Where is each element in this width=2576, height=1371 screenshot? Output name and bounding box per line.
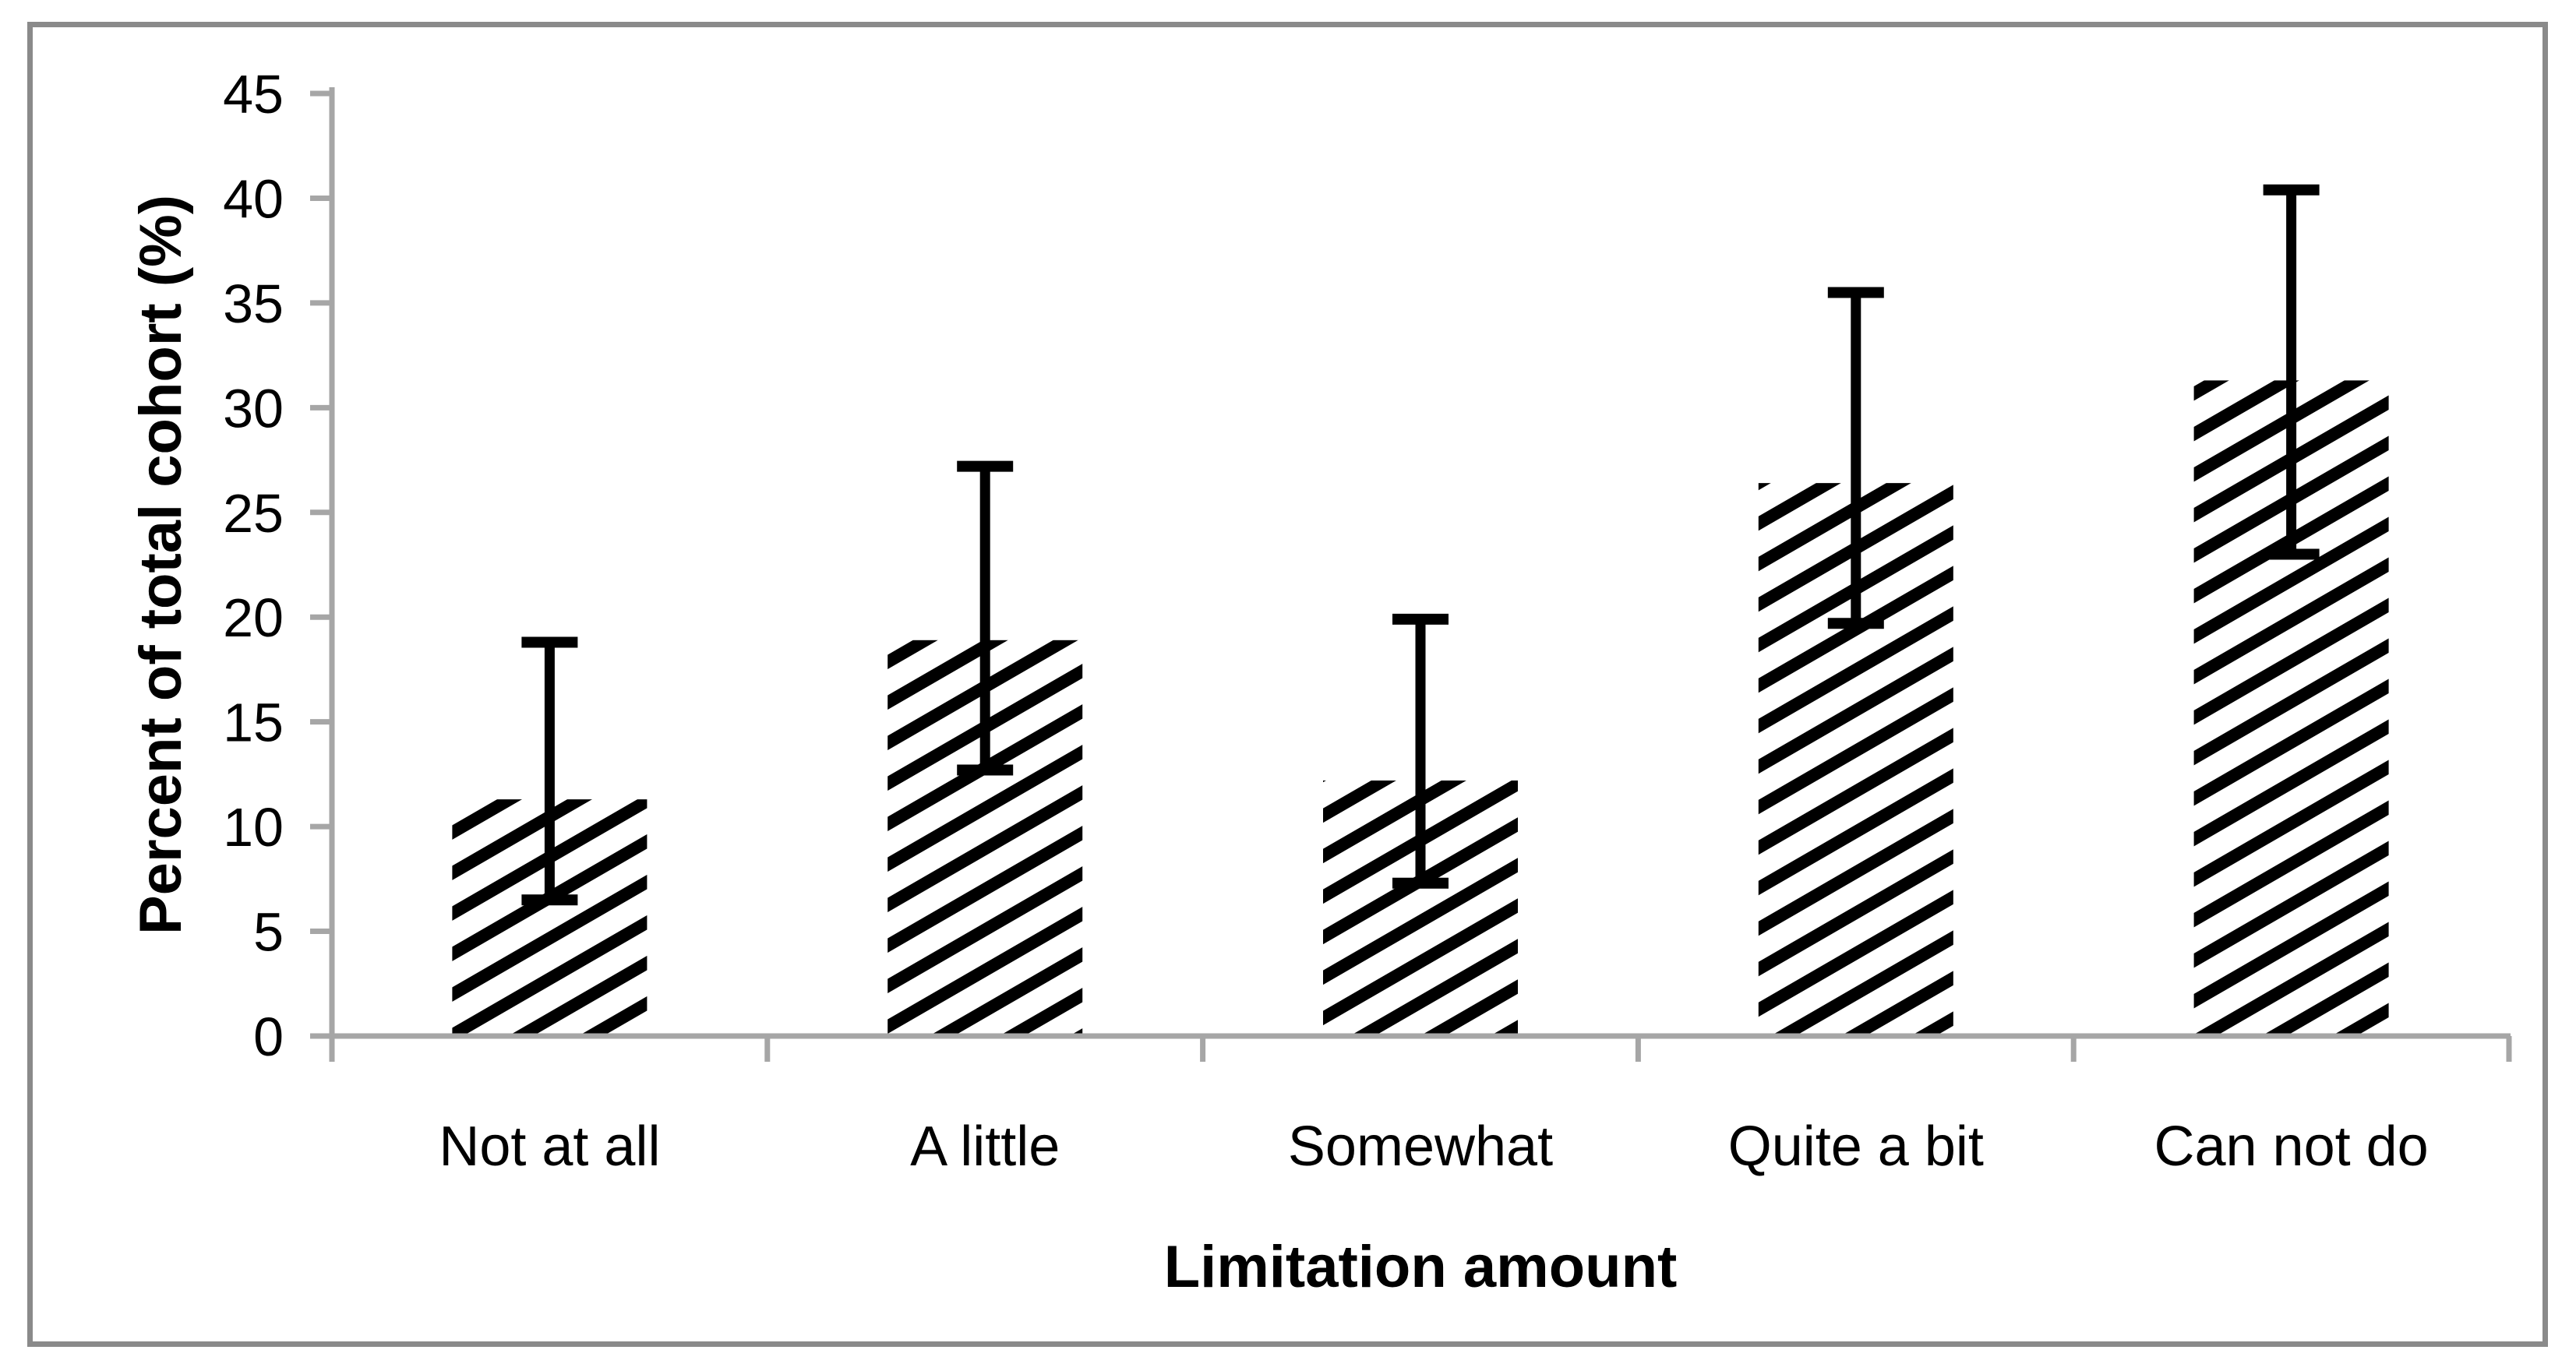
category-label-2: Somewhat xyxy=(1288,1115,1553,1178)
y-tick-label-45: 45 xyxy=(223,64,284,125)
category-label-0: Not at all xyxy=(439,1115,660,1178)
x-axis-title: Limitation amount xyxy=(1164,1234,1678,1300)
y-tick-label-0: 0 xyxy=(253,1006,284,1067)
category-label-4: Can not do xyxy=(2154,1115,2428,1178)
y-tick-label-10: 10 xyxy=(223,797,284,858)
category-label-1: A little xyxy=(910,1115,1060,1178)
category-label-3: Quite a bit xyxy=(1728,1115,1984,1178)
y-tick-label-30: 30 xyxy=(223,378,284,439)
y-tick-label-15: 15 xyxy=(223,693,284,753)
y-tick-label-20: 20 xyxy=(223,587,284,648)
y-tick-label-35: 35 xyxy=(223,273,284,334)
figure-border xyxy=(27,22,2548,1347)
y-axis-title: Percent of total cohort (%) xyxy=(128,195,194,935)
y-tick-label-40: 40 xyxy=(223,168,284,229)
y-tick-label-5: 5 xyxy=(253,902,284,963)
y-tick-label-25: 25 xyxy=(223,483,284,544)
